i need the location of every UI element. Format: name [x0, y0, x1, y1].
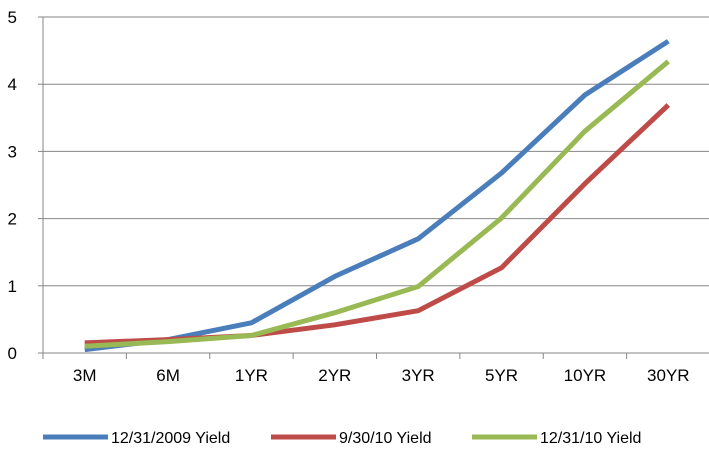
series-line-1	[84, 39, 670, 353]
x-tick-label: 5YR	[485, 366, 518, 385]
gridlines	[43, 16, 709, 287]
y-tick-label: 5	[8, 8, 17, 27]
series-lines	[84, 39, 671, 353]
x-tick-label: 3M	[73, 366, 97, 385]
y-axis-tick-labels: 0 1 2 3 4 5	[8, 8, 17, 363]
series-line-2	[84, 103, 671, 346]
x-tick-label: 10YR	[564, 366, 607, 385]
x-tick-label: 30YR	[647, 366, 690, 385]
series-line-3	[84, 59, 670, 349]
y-tick-label: 4	[8, 75, 17, 94]
y-tick-label: 2	[8, 210, 17, 229]
x-axis-tick-labels: 3M 6M 1YR 2YR 3YR 5YR 10YR 30YR	[73, 366, 690, 385]
x-tick-label: 2YR	[318, 366, 351, 385]
legend-label-1: 12/31/2009 Yield	[111, 430, 230, 447]
x-tick-label: 1YR	[235, 366, 268, 385]
y-tick-label: 1	[8, 277, 17, 296]
x-tick-label: 3YR	[402, 366, 435, 385]
legend-label-2: 9/30/10 Yield	[339, 430, 432, 447]
legend: 12/31/2009 Yield 9/30/10 Yield 12/31/10 Yi…	[43, 430, 641, 447]
y-tick-label: 3	[8, 142, 17, 161]
legend-label-3: 12/31/10 Yield	[540, 430, 641, 447]
x-tick-label: 6M	[156, 366, 180, 385]
y-tick-label: 0	[8, 344, 17, 363]
axes	[38, 16, 709, 359]
